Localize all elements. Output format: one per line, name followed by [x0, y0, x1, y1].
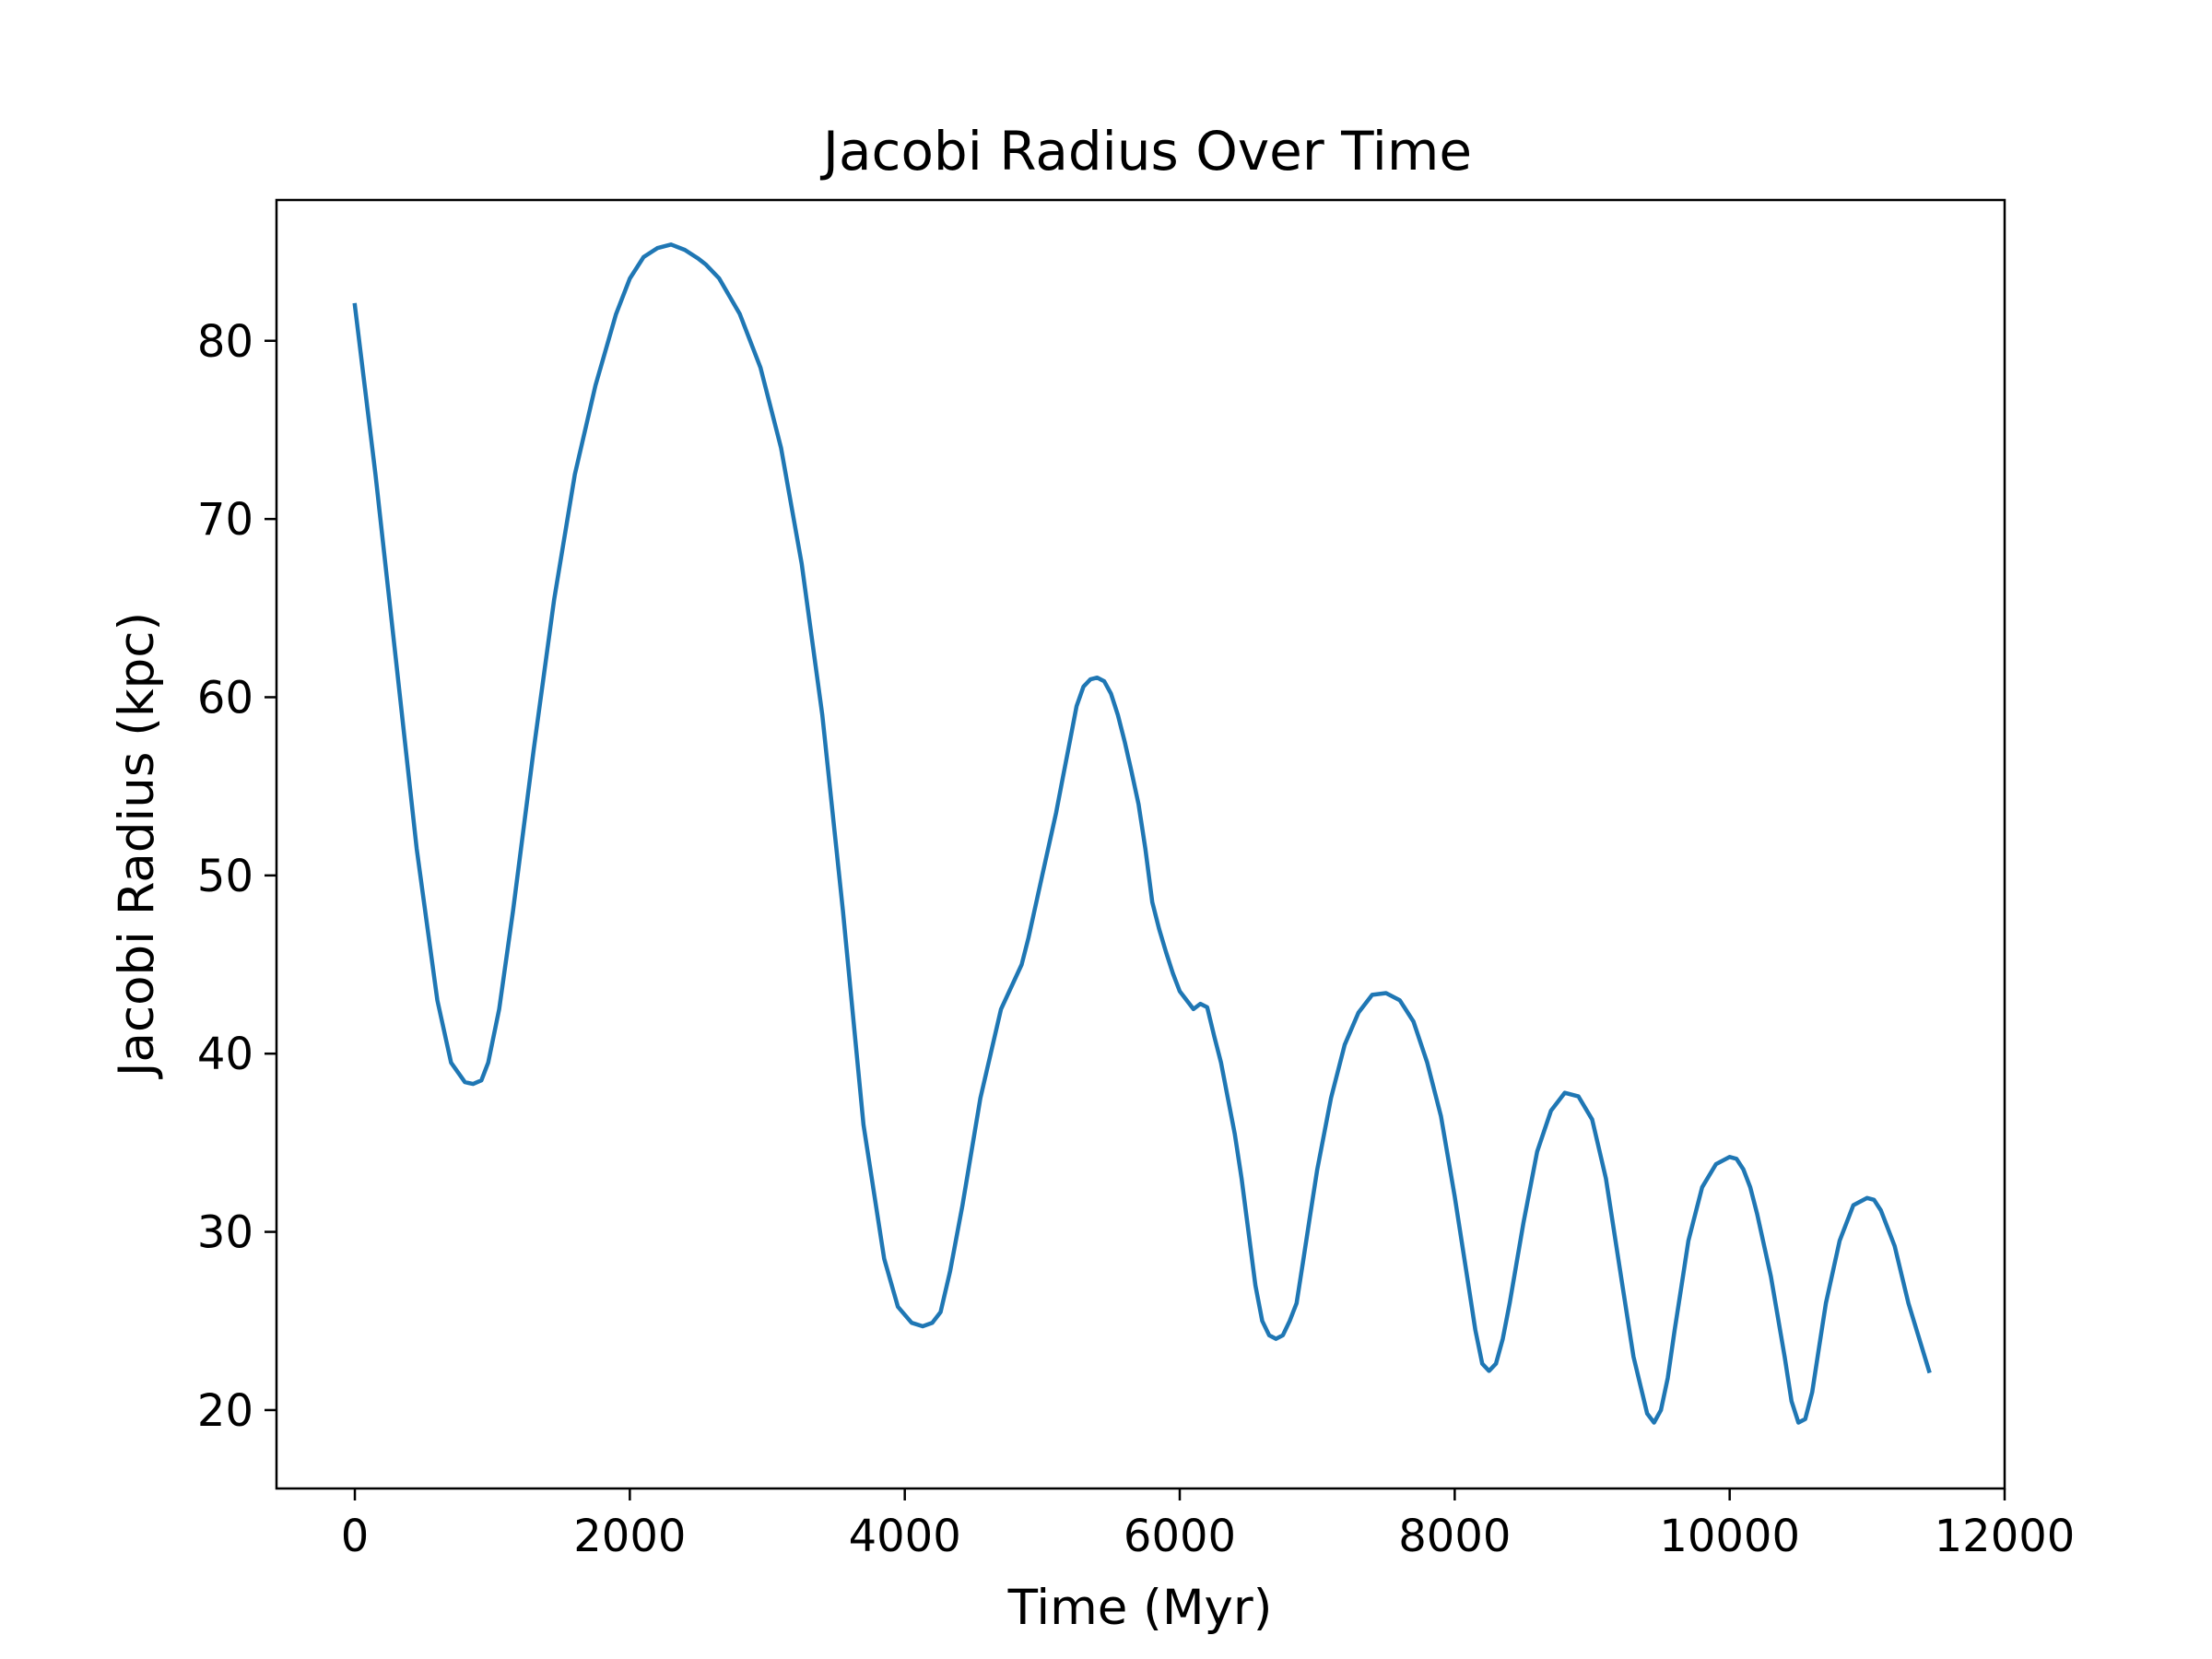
x-tick-label: 12000	[1935, 1511, 2076, 1562]
x-tick-label: 8000	[1398, 1511, 1511, 1562]
x-tick-label: 6000	[1124, 1511, 1236, 1562]
x-axis: 0 2000 4000 6000 8000 10000 12000	[341, 1488, 2076, 1562]
y-axis: 20 30 40 50 60 70 80	[197, 316, 276, 1437]
y-tick-label: 40	[197, 1029, 253, 1080]
plot-frame	[275, 198, 2006, 1490]
x-tick-label: 0	[341, 1511, 370, 1562]
plot-area	[275, 198, 2006, 1490]
series-line	[352, 242, 1932, 1425]
y-tick-label: 20	[197, 1385, 253, 1437]
y-tick-label: 30	[197, 1207, 253, 1259]
x-tick-label: 4000	[849, 1511, 961, 1562]
y-tick-label: 50	[197, 851, 253, 902]
chart-title: Jacobi Radius Over Time	[820, 120, 1472, 182]
x-tick-label: 10000	[1659, 1511, 1800, 1562]
y-tick-label: 70	[197, 494, 253, 546]
x-tick-label: 2000	[573, 1511, 686, 1562]
y-tick-label: 80	[197, 316, 253, 368]
y-axis-label: Jacobi Radius (kpc)	[109, 612, 165, 1079]
y-tick-label: 60	[197, 672, 253, 724]
x-axis-label: Time (Myr)	[1007, 1580, 1273, 1636]
